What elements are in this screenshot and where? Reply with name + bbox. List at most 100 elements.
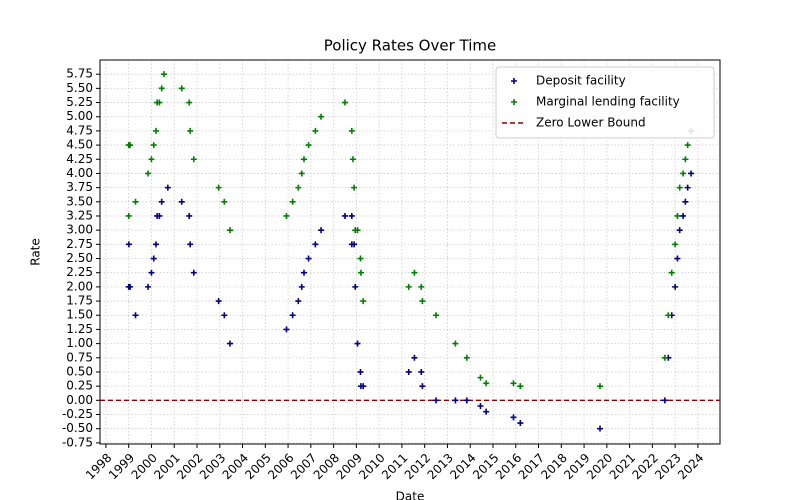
y-tick-label: 1.25 (66, 322, 93, 336)
data-point (156, 212, 163, 219)
y-tick-label: 3.50 (66, 194, 93, 208)
data-point (680, 170, 687, 177)
data-point (295, 184, 302, 191)
data-point (405, 368, 412, 375)
data-point (349, 156, 356, 163)
data-point (452, 340, 459, 347)
data-point (187, 127, 194, 134)
data-point (301, 269, 308, 276)
data-point (227, 227, 234, 234)
data-point (680, 212, 687, 219)
data-point (597, 383, 604, 390)
data-point (153, 127, 160, 134)
data-point (682, 156, 689, 163)
data-point (354, 227, 361, 234)
data-point (283, 326, 290, 333)
data-point (318, 227, 325, 234)
data-point (348, 212, 355, 219)
legend-label: Marginal lending facility (536, 95, 680, 109)
y-tick-label: 0.00 (66, 393, 93, 407)
data-point (688, 170, 695, 177)
y-tick-label: 0.50 (66, 364, 93, 378)
data-point (125, 212, 132, 219)
data-point (289, 312, 296, 319)
y-tick-label: 2.75 (66, 237, 93, 251)
data-point (433, 312, 440, 319)
data-point (289, 198, 296, 205)
data-point (405, 283, 412, 290)
data-point (352, 283, 359, 290)
data-point (672, 283, 679, 290)
data-point (221, 312, 228, 319)
data-point (674, 255, 681, 262)
y-tick-label: 0.75 (66, 350, 93, 364)
data-point (132, 198, 139, 205)
y-tick-label: 5.00 (66, 109, 93, 123)
data-point (418, 368, 425, 375)
data-point (357, 255, 364, 262)
data-point (360, 383, 367, 390)
data-point (672, 241, 679, 248)
y-tick-label: 5.50 (66, 81, 93, 95)
legend-marker (511, 99, 517, 105)
y-tick-label: 4.75 (66, 123, 93, 137)
data-point (661, 354, 668, 361)
data-point (187, 241, 194, 248)
data-point (418, 283, 425, 290)
data-point (597, 425, 604, 432)
data-point (145, 283, 152, 290)
data-point (186, 212, 193, 219)
y-tick-label: 0.25 (66, 379, 93, 393)
data-point (298, 170, 305, 177)
y-tick-label: 1.75 (66, 294, 93, 308)
data-point (148, 269, 155, 276)
data-point (674, 212, 681, 219)
data-point (348, 127, 355, 134)
y-tick-label: 2.00 (66, 279, 93, 293)
data-point (186, 99, 193, 106)
data-point (312, 127, 319, 134)
data-point (132, 312, 139, 319)
data-point (190, 269, 197, 276)
legend-label: Zero Lower Bound (536, 116, 646, 130)
y-tick-label: 4.00 (66, 166, 93, 180)
chart-title: Policy Rates Over Time (324, 37, 496, 55)
data-point (227, 340, 234, 347)
data-point (341, 99, 348, 106)
y-tick-label: 3.75 (66, 180, 93, 194)
data-point (298, 283, 305, 290)
data-point (682, 198, 689, 205)
data-point (305, 142, 312, 149)
y-tick-label: 1.00 (66, 336, 93, 350)
data-point (341, 212, 348, 219)
data-point (283, 212, 290, 219)
legend-marker (511, 78, 517, 84)
data-point (463, 354, 470, 361)
data-point (510, 380, 517, 387)
data-point (411, 354, 418, 361)
data-point (477, 402, 484, 409)
data-point (127, 283, 134, 290)
data-point (668, 269, 675, 276)
data-point (178, 198, 185, 205)
data-point (684, 184, 691, 191)
data-point (351, 184, 358, 191)
y-tick-label: -0.75 (62, 435, 93, 449)
data-point (477, 374, 484, 381)
x-tick-label: 2024 (675, 451, 706, 482)
data-point (312, 241, 319, 248)
data-point (301, 156, 308, 163)
data-point (483, 408, 490, 415)
y-tick-label: 2.50 (66, 251, 93, 265)
data-point (419, 298, 426, 305)
y-tick-label: 4.25 (66, 152, 93, 166)
data-point (419, 383, 426, 390)
data-point (164, 184, 171, 191)
data-point (178, 85, 185, 92)
data-point (190, 156, 197, 163)
y-tick-label: 4.50 (66, 138, 93, 152)
data-point (452, 397, 459, 404)
data-point (148, 156, 155, 163)
data-point (153, 241, 160, 248)
